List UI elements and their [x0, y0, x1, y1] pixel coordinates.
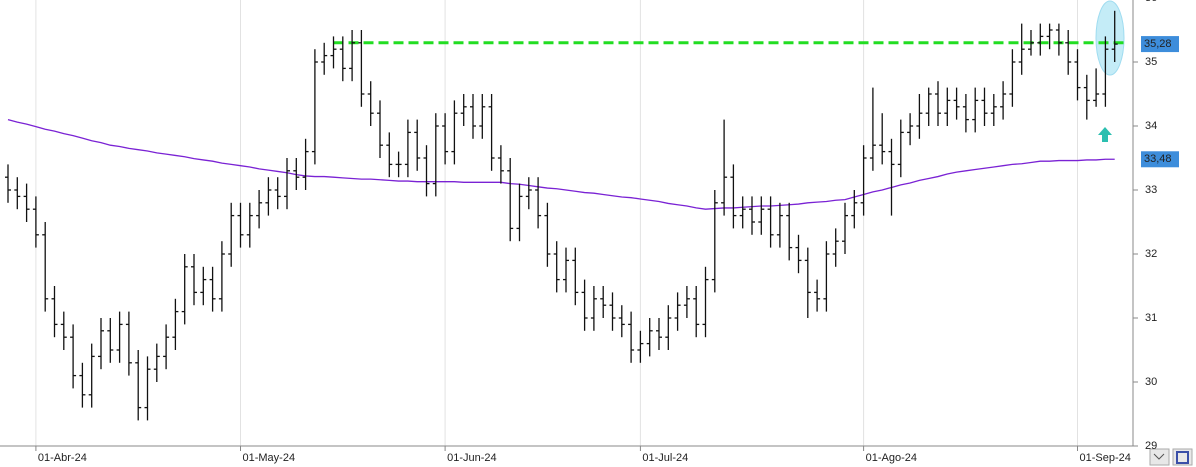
save-icon: [1176, 451, 1189, 464]
y-tick-label: 34: [1145, 120, 1157, 132]
x-tick-label: 01-Jul-24: [642, 452, 688, 464]
x-tick-label: 01-Ago-24: [866, 452, 917, 464]
y-tick-label: 29: [1145, 440, 1157, 452]
x-tick-label: 01-Abr-24: [38, 452, 87, 464]
y-tick-label: 33: [1145, 184, 1157, 196]
y-tick-label: 31: [1145, 312, 1157, 324]
moving-average: [7, 118, 1115, 210]
x-tick-label: 01-Jun-24: [447, 452, 497, 464]
plot: [5, 10, 1125, 421]
y-tick-label: 32: [1145, 248, 1157, 260]
y-tick-label: 36: [1145, 0, 1157, 4]
highlight-ellipse: [1095, 0, 1125, 76]
price-marker: [1141, 36, 1179, 53]
collapse-button[interactable]: [1149, 448, 1170, 466]
price-marker-label: 33,48: [1144, 153, 1172, 165]
x-tick-label: 01-May-24: [243, 452, 296, 464]
price-marker-label: 35,28: [1144, 38, 1172, 50]
price-marker: [1141, 151, 1179, 168]
x-tick-label: 01-Sep-24: [1080, 452, 1131, 464]
y-tick-label: 35: [1145, 56, 1157, 68]
y-tick-label: 30: [1145, 376, 1157, 388]
collapse-icon: [1153, 453, 1165, 460]
up-arrow: [1098, 127, 1112, 142]
